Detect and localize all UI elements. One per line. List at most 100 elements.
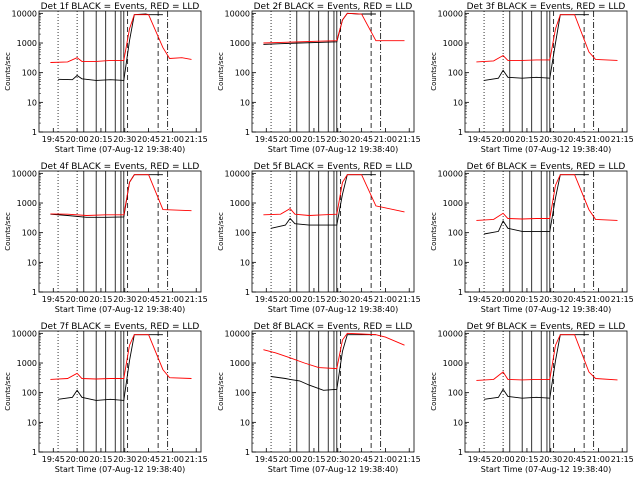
x-tick-label: 20:30 bbox=[539, 295, 562, 304]
x-axis-label: Start Time (07-Aug-12 19:38:40) bbox=[55, 145, 186, 154]
x-tick-label: 19:45 bbox=[468, 455, 491, 464]
y-axis-label: Counts/sec bbox=[217, 212, 225, 251]
x-tick-label: 20:15 bbox=[302, 455, 325, 464]
x-tick-label: 21:15 bbox=[611, 455, 634, 464]
x-tick-label: 21:15 bbox=[398, 455, 421, 464]
detector-plot-7: Det 7f BLACK = Events, RED = LLD 1 10 100 10… bbox=[4, 322, 208, 474]
x-tick-label: 20:30 bbox=[113, 455, 136, 464]
detector-plot-9: Det 9f BLACK = Events, RED = LLD 1 10 100 10… bbox=[430, 322, 634, 474]
plot-title: Det 5f BLACK = Events, RED = LLD bbox=[254, 162, 413, 172]
x-tick-label: 20:00 bbox=[279, 295, 302, 304]
y-tick-label: 100 bbox=[22, 229, 37, 238]
events-series-line bbox=[484, 174, 589, 235]
x-tick-label: 21:15 bbox=[611, 135, 634, 144]
y-tick-label: 1 bbox=[245, 128, 250, 137]
x-tick-label: 20:15 bbox=[515, 455, 538, 464]
detector-plot-5: Det 5f BLACK = Events, RED = LLD 1 10 100 10… bbox=[217, 162, 421, 314]
x-tick-label: 21:15 bbox=[185, 455, 208, 464]
y-axis-label: Counts/sec bbox=[4, 212, 12, 251]
x-tick-label: 21:00 bbox=[587, 295, 610, 304]
y-tick-label: 1000 bbox=[17, 359, 37, 368]
y-axis-label: Counts/sec bbox=[4, 372, 12, 411]
lld-series-line bbox=[476, 14, 618, 63]
x-tick-label: 21:15 bbox=[398, 295, 421, 304]
plot-frame bbox=[251, 170, 415, 293]
x-tick-label: 20:30 bbox=[326, 135, 349, 144]
x-tick-label: 21:00 bbox=[161, 455, 184, 464]
y-tick-label: 10000 bbox=[225, 169, 250, 178]
y-tick-label: 100 bbox=[448, 69, 463, 78]
x-tick-label: 21:15 bbox=[398, 135, 421, 144]
x-tick-label: 21:15 bbox=[185, 295, 208, 304]
lld-series-line bbox=[476, 174, 618, 221]
detector-plot-1: Det 1f BLACK = Events, RED = LLD 1 10 100 10… bbox=[4, 2, 208, 154]
y-tick-label: 10000 bbox=[438, 329, 463, 338]
x-tick-label: 20:15 bbox=[515, 135, 538, 144]
x-tick-label: 20:15 bbox=[89, 295, 112, 304]
x-tick-label: 20:00 bbox=[279, 135, 302, 144]
y-tick-label: 1 bbox=[458, 128, 463, 137]
x-tick-label: 20:15 bbox=[89, 135, 112, 144]
y-tick-label: 1 bbox=[458, 448, 463, 457]
x-tick-label: 19:45 bbox=[255, 135, 278, 144]
plot-title: Det 7f BLACK = Events, RED = LLD bbox=[41, 322, 200, 332]
events-series-line bbox=[484, 14, 589, 81]
y-tick-label: 1 bbox=[32, 288, 37, 297]
y-tick-label: 1000 bbox=[443, 199, 463, 208]
y-axis-label: Counts/sec bbox=[430, 212, 438, 251]
y-axis-label: Counts/sec bbox=[217, 52, 225, 91]
plot-frame bbox=[464, 10, 628, 133]
y-tick-label: 100 bbox=[22, 389, 37, 398]
plot-title: Det 8f BLACK = Events, RED = LLD bbox=[254, 322, 413, 332]
events-series-line bbox=[58, 13, 163, 81]
lld-series-line bbox=[50, 174, 192, 216]
x-axis-label: Start Time (07-Aug-12 19:38:40) bbox=[268, 305, 399, 314]
x-tick-label: 21:00 bbox=[587, 135, 610, 144]
x-axis-label: Start Time (07-Aug-12 19:38:40) bbox=[55, 465, 186, 474]
plot-title: Det 2f BLACK = Events, RED = LLD bbox=[254, 2, 413, 12]
x-tick-label: 20:45 bbox=[563, 295, 586, 304]
x-tick-label: 21:00 bbox=[587, 455, 610, 464]
y-tick-label: 10000 bbox=[225, 9, 250, 18]
x-tick-label: 19:45 bbox=[42, 135, 65, 144]
y-tick-label: 10 bbox=[240, 98, 250, 107]
x-tick-label: 20:45 bbox=[563, 135, 586, 144]
y-tick-label: 1 bbox=[32, 128, 37, 137]
y-tick-label: 10 bbox=[240, 418, 250, 427]
y-tick-label: 100 bbox=[448, 229, 463, 238]
plot-title: Det 6f BLACK = Events, RED = LLD bbox=[467, 162, 626, 172]
x-tick-label: 20:30 bbox=[326, 455, 349, 464]
x-tick-label: 21:00 bbox=[374, 135, 397, 144]
x-tick-label: 20:30 bbox=[326, 295, 349, 304]
y-tick-label: 10 bbox=[27, 98, 37, 107]
y-tick-label: 1 bbox=[32, 448, 37, 457]
lld-series-line bbox=[263, 12, 405, 44]
x-tick-label: 20:00 bbox=[279, 455, 302, 464]
x-tick-label: 21:00 bbox=[374, 295, 397, 304]
y-tick-label: 1000 bbox=[17, 39, 37, 48]
plot-frame bbox=[464, 330, 628, 453]
y-axis-label: Counts/sec bbox=[217, 372, 225, 411]
x-tick-label: 20:45 bbox=[137, 135, 160, 144]
x-tick-label: 20:30 bbox=[539, 455, 562, 464]
x-tick-label: 19:45 bbox=[468, 295, 491, 304]
y-tick-label: 1 bbox=[245, 288, 250, 297]
y-tick-label: 1000 bbox=[230, 199, 250, 208]
x-axis-label: Start Time (07-Aug-12 19:38:40) bbox=[481, 305, 612, 314]
lld-series-line bbox=[263, 332, 405, 370]
detector-plot-6: Det 6f BLACK = Events, RED = LLD 1 10 100 10… bbox=[430, 162, 634, 314]
lld-series-line bbox=[476, 334, 618, 381]
x-tick-label: 20:00 bbox=[66, 135, 89, 144]
y-tick-label: 100 bbox=[235, 229, 250, 238]
x-tick-label: 21:00 bbox=[161, 135, 184, 144]
y-tick-label: 10 bbox=[27, 418, 37, 427]
x-axis-label: Start Time (07-Aug-12 19:38:40) bbox=[55, 305, 186, 314]
plot-frame bbox=[38, 10, 202, 133]
plot-frame bbox=[251, 10, 415, 133]
x-tick-label: 20:45 bbox=[350, 135, 373, 144]
plot-frame bbox=[251, 330, 415, 453]
x-tick-label: 20:30 bbox=[113, 295, 136, 304]
plot-title: Det 4f BLACK = Events, RED = LLD bbox=[41, 162, 200, 172]
plot-title: Det 9f BLACK = Events, RED = LLD bbox=[467, 322, 626, 332]
